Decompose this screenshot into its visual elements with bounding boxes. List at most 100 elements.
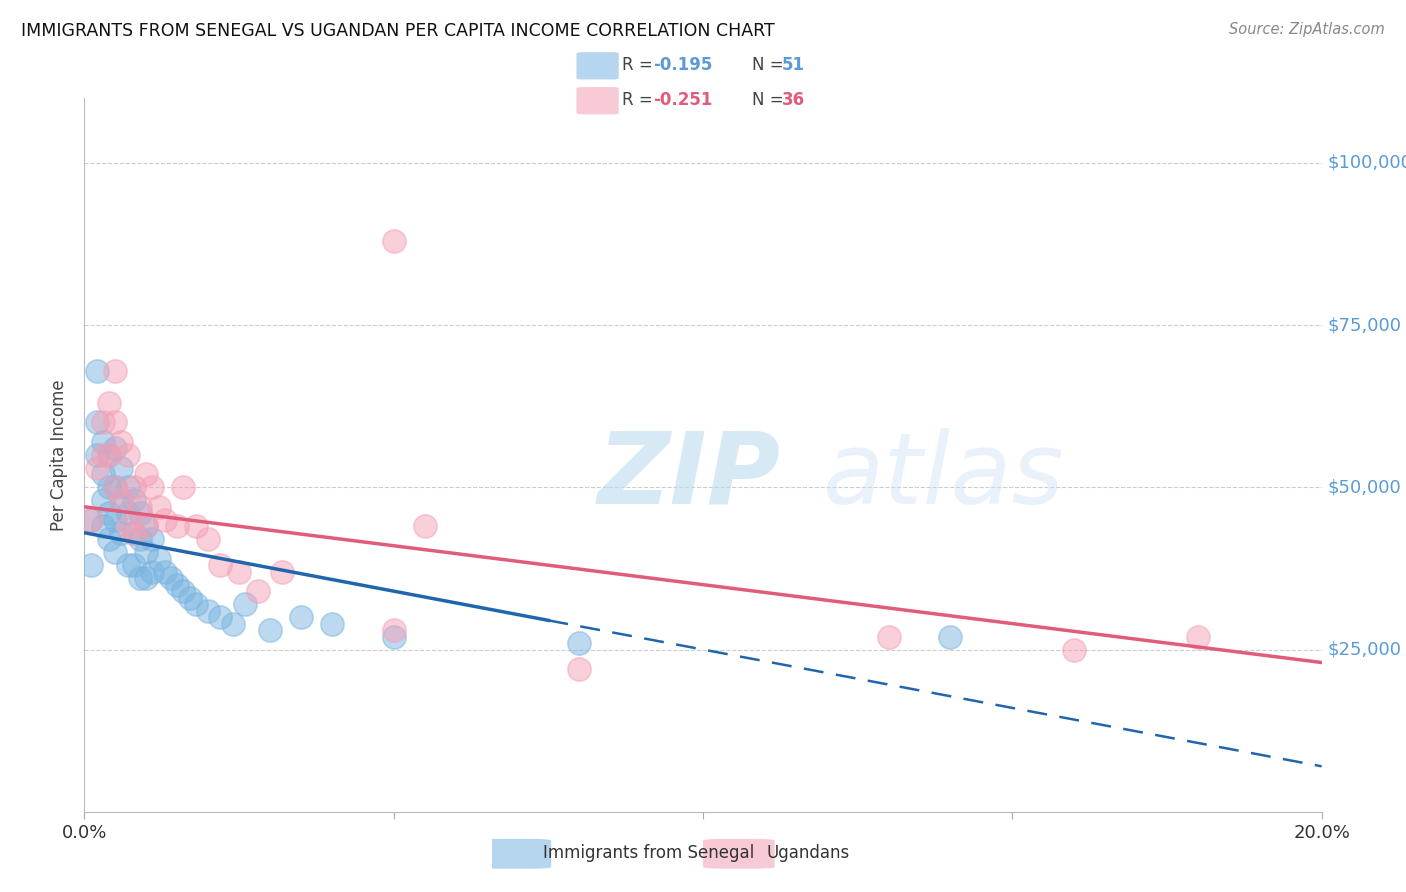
Text: $75,000: $75,000 bbox=[1327, 316, 1402, 334]
Point bbox=[98, 480, 121, 494]
Point bbox=[382, 630, 405, 644]
Point bbox=[141, 533, 163, 547]
Point bbox=[382, 234, 405, 248]
Point bbox=[91, 519, 114, 533]
Point bbox=[141, 565, 163, 579]
Point bbox=[148, 551, 170, 566]
Point bbox=[172, 480, 194, 494]
Point bbox=[86, 461, 108, 475]
Text: $100,000: $100,000 bbox=[1327, 154, 1406, 172]
Point bbox=[91, 467, 114, 482]
Point bbox=[98, 448, 121, 462]
Text: N =: N = bbox=[752, 56, 789, 74]
Point bbox=[98, 506, 121, 520]
Point bbox=[110, 434, 132, 449]
Point bbox=[141, 480, 163, 494]
Point bbox=[290, 610, 312, 624]
Point bbox=[1187, 630, 1209, 644]
Text: N =: N = bbox=[752, 91, 789, 109]
Point bbox=[233, 597, 256, 611]
Point bbox=[246, 584, 269, 599]
Point bbox=[148, 500, 170, 514]
Point bbox=[104, 442, 127, 456]
Point bbox=[110, 461, 132, 475]
Point bbox=[271, 565, 294, 579]
Point bbox=[179, 591, 201, 605]
Text: 36: 36 bbox=[782, 91, 806, 109]
Text: 51: 51 bbox=[782, 56, 806, 74]
Text: R =: R = bbox=[621, 56, 658, 74]
Point bbox=[117, 519, 139, 533]
Point bbox=[117, 480, 139, 494]
Point bbox=[117, 506, 139, 520]
Point bbox=[382, 623, 405, 637]
Point bbox=[135, 519, 157, 533]
Point bbox=[104, 480, 127, 494]
Point bbox=[184, 519, 207, 533]
Point bbox=[129, 571, 152, 585]
Point bbox=[184, 597, 207, 611]
Point bbox=[568, 662, 591, 676]
Point bbox=[122, 480, 145, 494]
Point bbox=[166, 577, 188, 591]
Point bbox=[209, 610, 232, 624]
Point bbox=[153, 513, 176, 527]
Point bbox=[91, 448, 114, 462]
Point bbox=[877, 630, 900, 644]
Point bbox=[91, 416, 114, 430]
Point bbox=[568, 636, 591, 650]
Y-axis label: Per Capita Income: Per Capita Income bbox=[51, 379, 69, 531]
Point bbox=[79, 513, 101, 527]
Point bbox=[939, 630, 962, 644]
Point bbox=[413, 519, 436, 533]
Point bbox=[129, 500, 152, 514]
Point bbox=[98, 448, 121, 462]
Point bbox=[1063, 642, 1085, 657]
Point bbox=[104, 545, 127, 559]
Point bbox=[153, 565, 176, 579]
Point bbox=[135, 467, 157, 482]
Text: Immigrants from Senegal: Immigrants from Senegal bbox=[543, 844, 754, 862]
Point bbox=[79, 558, 101, 573]
Point bbox=[129, 506, 152, 520]
Text: $25,000: $25,000 bbox=[1327, 640, 1402, 658]
Point bbox=[110, 493, 132, 508]
Point bbox=[122, 525, 145, 540]
Text: ZIP: ZIP bbox=[598, 428, 780, 524]
Point bbox=[91, 493, 114, 508]
Point bbox=[228, 565, 250, 579]
Point bbox=[135, 545, 157, 559]
Text: -0.195: -0.195 bbox=[654, 56, 713, 74]
Text: Ugandans: Ugandans bbox=[766, 844, 849, 862]
Point bbox=[86, 448, 108, 462]
Point bbox=[135, 571, 157, 585]
Text: IMMIGRANTS FROM SENEGAL VS UGANDAN PER CAPITA INCOME CORRELATION CHART: IMMIGRANTS FROM SENEGAL VS UGANDAN PER C… bbox=[21, 22, 775, 40]
Point bbox=[129, 533, 152, 547]
Point bbox=[79, 513, 101, 527]
Point bbox=[98, 396, 121, 410]
Point bbox=[86, 416, 108, 430]
Point bbox=[98, 533, 121, 547]
Point bbox=[104, 513, 127, 527]
Text: Source: ZipAtlas.com: Source: ZipAtlas.com bbox=[1229, 22, 1385, 37]
Point bbox=[122, 558, 145, 573]
Point bbox=[160, 571, 183, 585]
Point bbox=[166, 519, 188, 533]
Point bbox=[197, 533, 219, 547]
Point bbox=[117, 558, 139, 573]
Point bbox=[122, 525, 145, 540]
Text: $50,000: $50,000 bbox=[1327, 478, 1402, 496]
Point bbox=[197, 604, 219, 618]
Point bbox=[104, 363, 127, 377]
Point bbox=[104, 416, 127, 430]
Point bbox=[122, 493, 145, 508]
FancyBboxPatch shape bbox=[576, 52, 619, 79]
Point bbox=[321, 616, 343, 631]
Point bbox=[222, 616, 245, 631]
Point bbox=[86, 363, 108, 377]
Point bbox=[110, 493, 132, 508]
Point bbox=[209, 558, 232, 573]
FancyBboxPatch shape bbox=[576, 87, 619, 114]
FancyBboxPatch shape bbox=[479, 838, 551, 869]
Point bbox=[135, 519, 157, 533]
